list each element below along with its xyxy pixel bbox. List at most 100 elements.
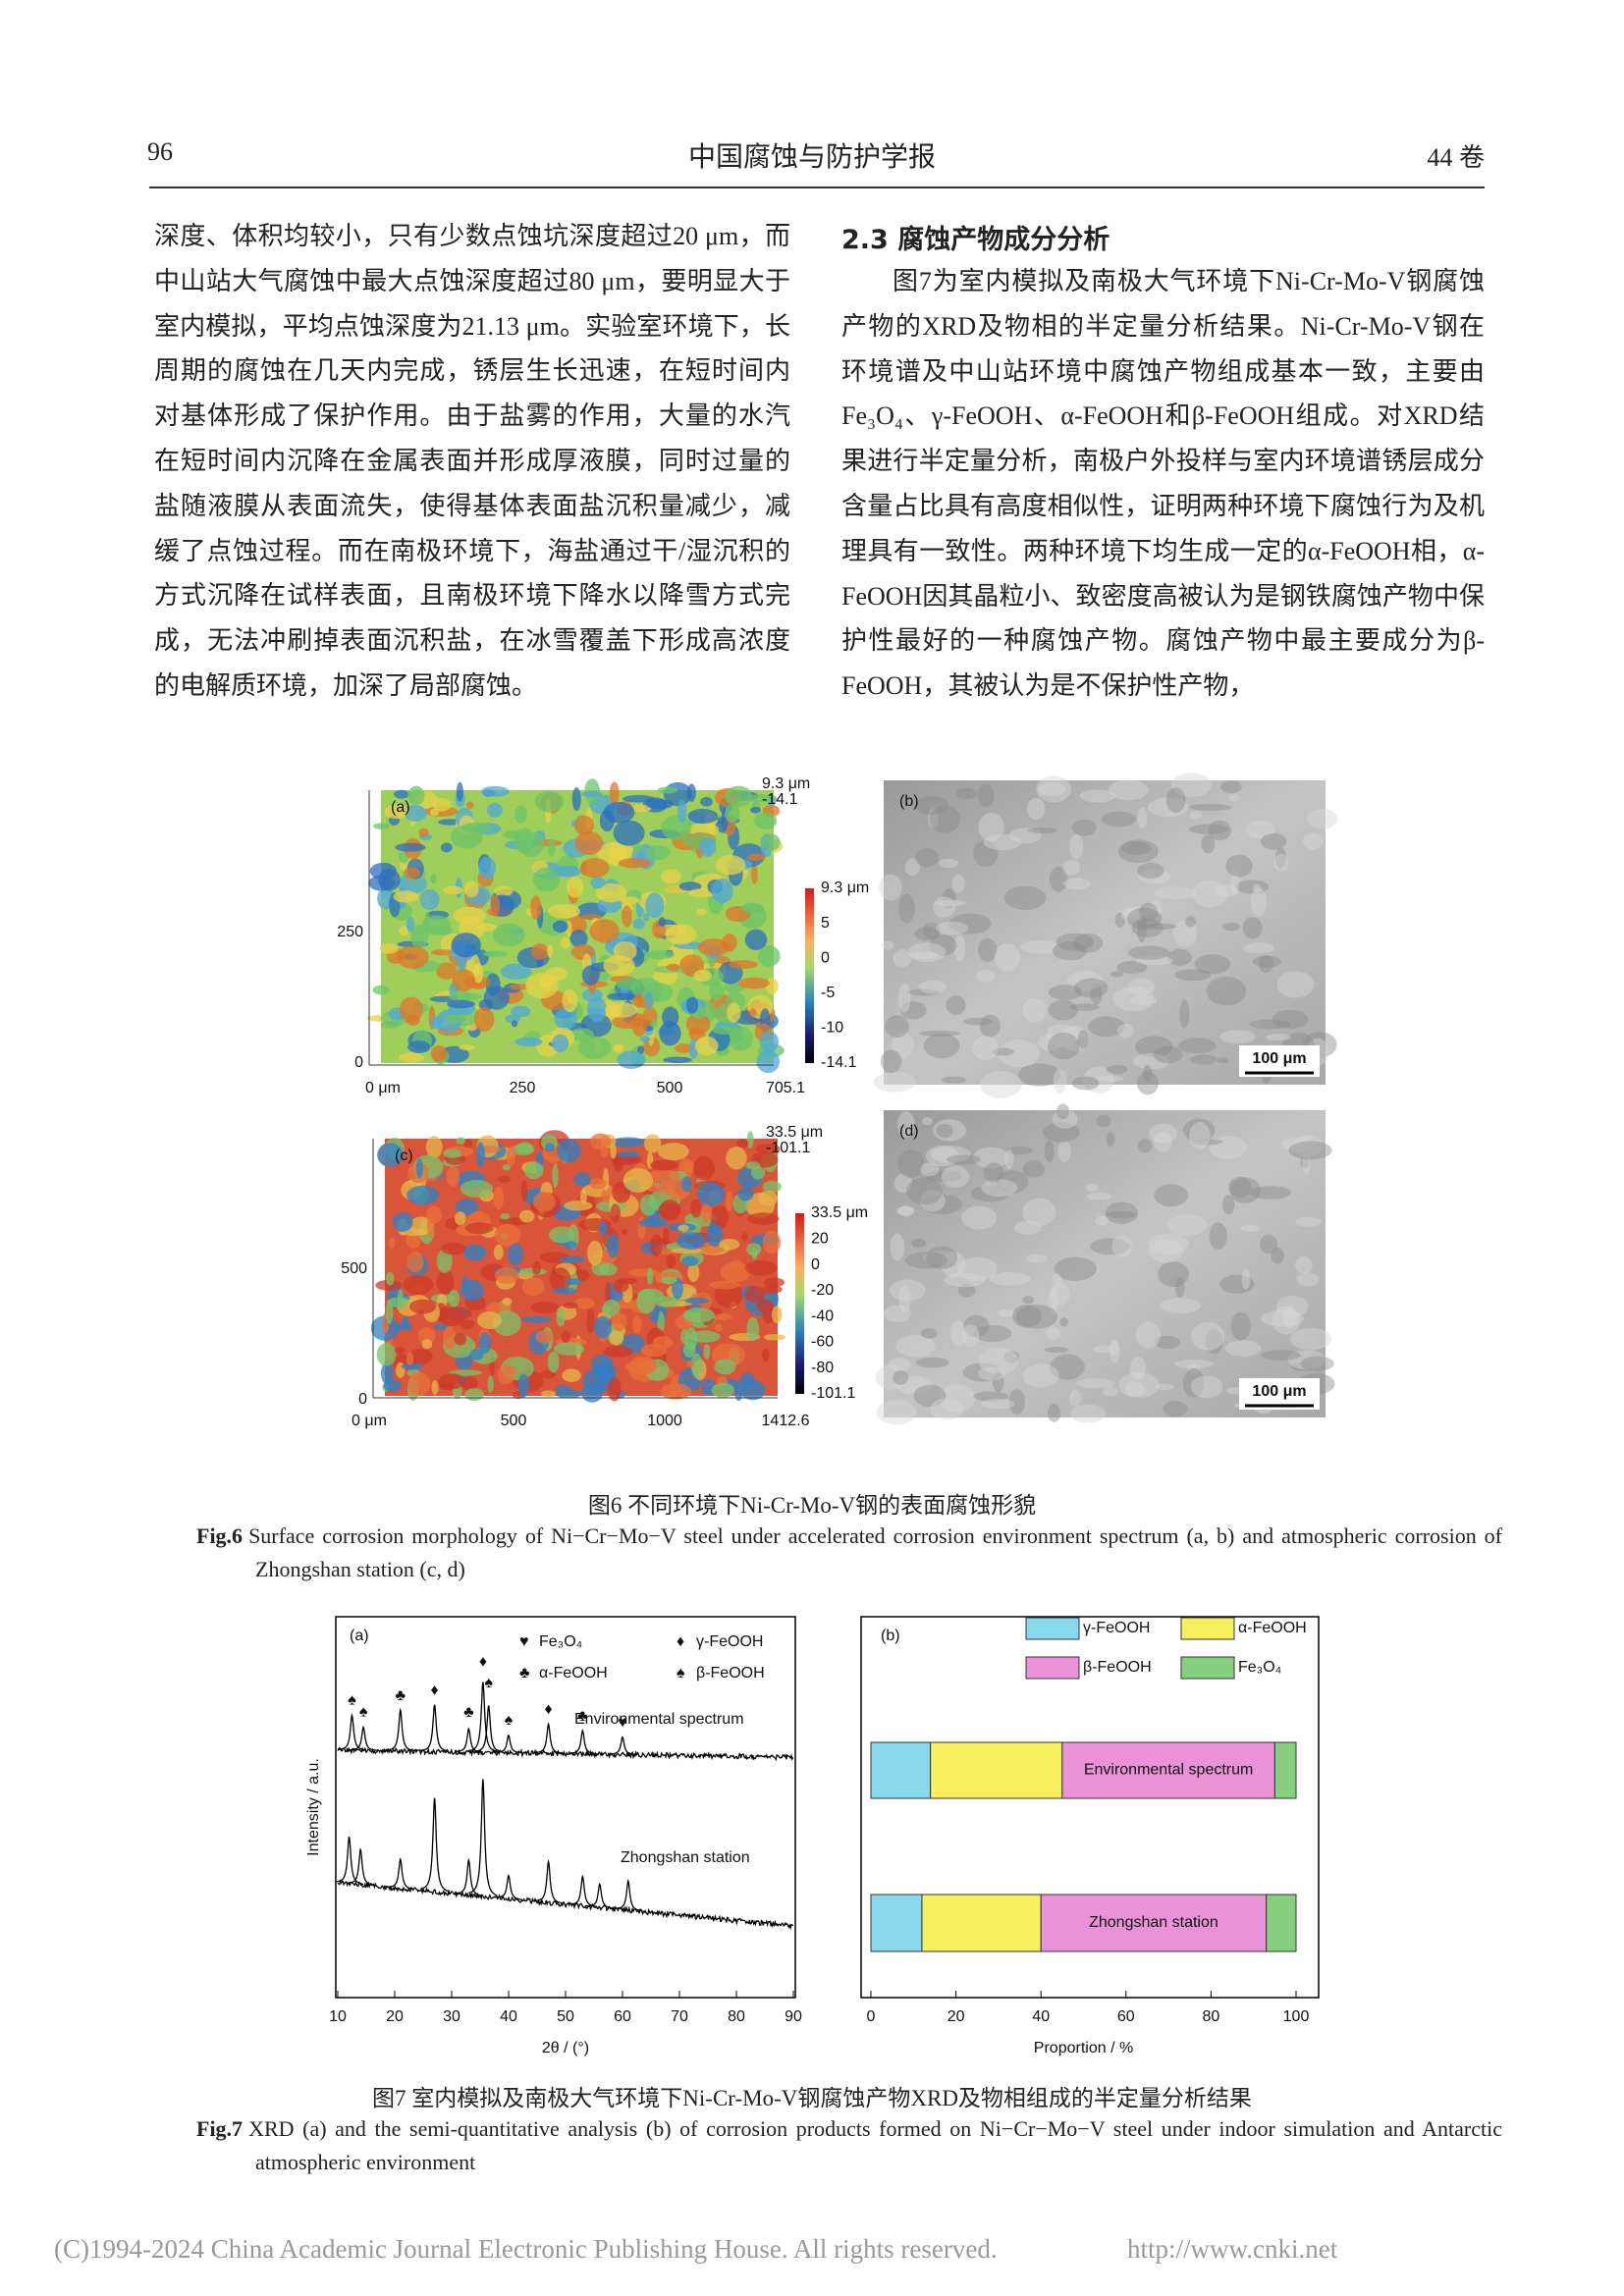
texture [978, 812, 1004, 841]
x-axis-label: 2θ / (°) [542, 2040, 589, 2056]
texture [469, 1349, 484, 1361]
texture [941, 1076, 967, 1084]
texture [560, 936, 570, 949]
x-tick-label: 80 [1203, 2008, 1220, 2025]
texture [595, 882, 627, 903]
texture [1209, 1136, 1248, 1159]
colorbar-label: 0 [811, 1256, 820, 1273]
texture [394, 789, 409, 799]
texture [646, 1267, 654, 1285]
texture [591, 1354, 614, 1375]
texture [396, 945, 429, 969]
texture [385, 1300, 394, 1324]
texture [975, 970, 997, 983]
texture [1173, 1360, 1215, 1368]
texture [1258, 954, 1273, 974]
texture [589, 1178, 607, 1190]
texture [979, 1014, 1001, 1038]
texture [605, 1002, 638, 1018]
texture [1127, 978, 1156, 995]
texture [573, 1172, 591, 1187]
texture [725, 804, 740, 824]
texture [746, 1131, 754, 1148]
texture [565, 1278, 583, 1285]
texture [1073, 978, 1109, 998]
texture [602, 1299, 621, 1317]
texture [645, 799, 674, 810]
texture [494, 1223, 520, 1247]
texture [1165, 787, 1186, 814]
texture [609, 781, 620, 805]
texture [657, 1143, 689, 1161]
texture [475, 1142, 485, 1168]
top-label: -101.1 [766, 1140, 810, 1156]
texture [556, 1307, 566, 1327]
texture [532, 1191, 556, 1212]
texture [1228, 1176, 1252, 1199]
panel-label: (c) [395, 1148, 413, 1164]
texture [751, 863, 758, 884]
texture [1101, 811, 1137, 828]
texture [1138, 902, 1159, 923]
xrd-peak [346, 1847, 375, 1887]
texture [1109, 1342, 1120, 1356]
panel-label: (d) [899, 1123, 919, 1140]
texture [755, 1144, 781, 1154]
scale-bar-label: 100 μm [1252, 1383, 1306, 1400]
texture [978, 937, 998, 963]
texture [502, 1297, 513, 1306]
fig7-caption-cn: 图7 室内模拟及南极大气环境下Ni-Cr-Mo-V钢腐蚀产物XRD及物相组成的半… [372, 2086, 1252, 2110]
texture [1069, 833, 1084, 859]
texture [530, 1302, 560, 1314]
texture [941, 1251, 966, 1278]
xrd-peak [534, 1858, 564, 1904]
texture [1182, 1118, 1216, 1143]
phase-marker: ♣ [577, 1708, 588, 1725]
texture [392, 1211, 413, 1232]
texture [1056, 1103, 1070, 1120]
texture [377, 1143, 404, 1167]
texture [1036, 775, 1072, 803]
texture [911, 1238, 926, 1249]
texture [617, 1050, 646, 1069]
texture [684, 1297, 710, 1305]
texture [581, 965, 600, 986]
colorbar [795, 1213, 804, 1394]
texture [417, 1326, 436, 1346]
texture [483, 986, 510, 1010]
texture [1228, 794, 1240, 802]
texture [622, 905, 632, 928]
texture [571, 786, 581, 812]
sem-image [884, 1110, 1326, 1417]
texture [1090, 1238, 1130, 1255]
texture [703, 1343, 711, 1360]
texture [632, 804, 652, 813]
texture [547, 944, 554, 959]
texture [497, 1364, 514, 1385]
texture [697, 1182, 726, 1207]
texture [906, 988, 941, 996]
texture [919, 1190, 946, 1212]
texture [518, 831, 544, 858]
texture [956, 1256, 998, 1281]
texture [1300, 1156, 1310, 1169]
texture [1135, 955, 1173, 966]
texture [1222, 922, 1241, 932]
texture [455, 1211, 466, 1226]
legend-label: γ-FeOOH [696, 1633, 763, 1650]
texture [1276, 1295, 1309, 1317]
texture [714, 1359, 736, 1375]
texture [753, 812, 778, 829]
texture [586, 1308, 595, 1334]
texture [1138, 869, 1170, 884]
top-label: -14.1 [762, 791, 798, 808]
texture [1044, 1346, 1068, 1354]
texture [696, 908, 707, 916]
texture [762, 1230, 781, 1255]
texture [666, 963, 680, 972]
texture [661, 815, 692, 840]
phase-marker: ♠ [348, 1692, 356, 1709]
texture [963, 1017, 993, 1026]
texture [644, 991, 654, 1009]
texture [636, 1289, 656, 1314]
